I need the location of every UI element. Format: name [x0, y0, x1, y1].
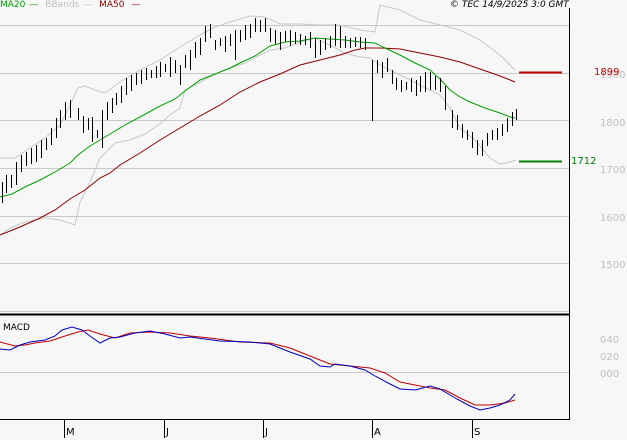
x-tick-may: M — [66, 427, 75, 438]
macd-tick-020: 020 — [600, 352, 620, 363]
y-tick-1700: 1700 — [600, 165, 626, 176]
ma20-line — [0, 37, 516, 198]
legend-bbands-label: BBands — [45, 0, 80, 10]
macd-line — [0, 326, 516, 411]
x-tick-september: S — [474, 427, 481, 438]
macd-title: MACD — [3, 323, 30, 333]
x-tick-june: J — [166, 427, 169, 438]
legend-ma50-label: MA50 — [99, 0, 125, 10]
x-ticks — [64, 420, 473, 438]
bband-upper — [0, 4, 516, 159]
legend-ma20: MA20— — [0, 0, 39, 10]
y-tick-1800: 1800 — [600, 118, 626, 129]
legend-bbands: BBands — — [45, 0, 93, 10]
y-tick-1600: 1600 — [600, 213, 626, 224]
legend-ma50: MA50 — — [99, 0, 141, 10]
ma50-line — [0, 47, 516, 236]
x-tick-august: A — [374, 427, 381, 438]
resistance-label: 1899 — [594, 67, 620, 78]
copyright-timestamp: © TEC 14/9/2025 3:0 GMT — [450, 0, 569, 10]
macd-tick-040: 040 — [600, 335, 620, 346]
price-gridlines — [0, 25, 569, 312]
support-label: 1712 — [571, 156, 597, 167]
macd-signal-line — [0, 329, 516, 406]
y-tick-1900: 1900 — [600, 70, 626, 81]
bband-lower — [0, 37, 517, 236]
ohlc-bars — [2, 18, 517, 203]
macd-tick-000: 000 — [600, 369, 620, 380]
y-tick-1500: 1500 — [600, 260, 626, 271]
legend-ma20-label: MA20 — [0, 0, 26, 10]
x-tick-july: J — [265, 427, 268, 438]
chart-legend: MA20— BBands — MA50 — — [0, 0, 144, 12]
